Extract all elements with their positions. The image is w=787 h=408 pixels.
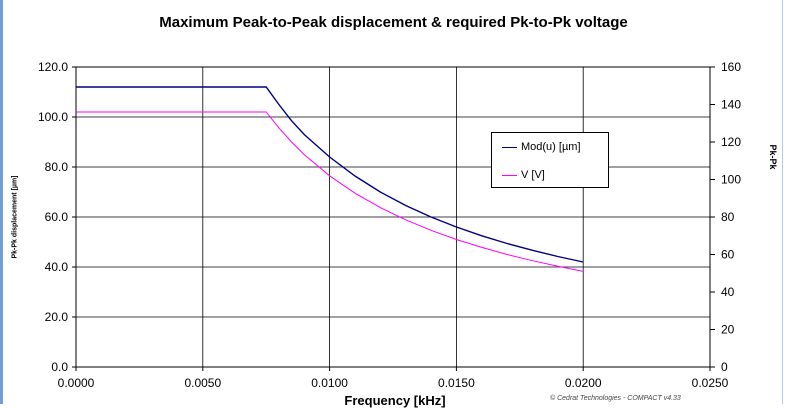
x-tick-label: 0.0150	[438, 376, 475, 390]
y-tick-label: 100.0	[38, 110, 68, 124]
y-tick-label: 60.0	[45, 210, 69, 224]
series-line-mod-u	[76, 86, 584, 263]
y2-tick-label: 20	[721, 323, 735, 337]
legend-item-mod-u: Mod(u) [µm]	[502, 141, 581, 153]
legend-item-voltage: V [V]	[502, 169, 545, 181]
y2-tick-label: 60	[721, 248, 735, 262]
series-line-voltage	[76, 111, 584, 272]
y2-tick-label: 40	[721, 285, 735, 299]
x-tick-label: 0.0200	[565, 376, 602, 390]
y-tick-label: 0.0	[51, 360, 68, 374]
plot-border	[75, 66, 711, 368]
x-tick-label: 0.0050	[184, 376, 221, 390]
credit-text: © Cedrat Technologies - COMPACT v4.33	[550, 395, 681, 402]
y-tick-label: 20.0	[45, 310, 69, 324]
x-tick-label: 0.0250	[692, 376, 729, 390]
legend-label-mod-u: Mod(u) [µm]	[521, 141, 581, 153]
legend-swatch-voltage	[502, 174, 517, 176]
y2-tick-label: 160	[721, 60, 741, 74]
chart-legend: Mod(u) [µm] V [V]	[491, 132, 609, 188]
x-tick-label: 0.0100	[311, 376, 348, 390]
chart-title: Maximum Peak-to-Peak displacement & requ…	[159, 14, 628, 31]
y2-tick-label: 100	[721, 173, 741, 187]
y-tick-label: 120.0	[38, 60, 68, 74]
y-tick-label: 40.0	[45, 260, 69, 274]
legend-label-voltage: V [V]	[521, 169, 545, 181]
y2-tick-label: 140	[721, 98, 741, 112]
y2-tick-label: 120	[721, 135, 741, 149]
legend-swatch-mod-u	[502, 146, 517, 148]
x-tick-label: 0.0000	[58, 376, 95, 390]
y-tick-label: 80.0	[45, 160, 69, 174]
y2-tick-label: 80	[721, 210, 735, 224]
y2-tick-label: 0	[721, 360, 728, 374]
